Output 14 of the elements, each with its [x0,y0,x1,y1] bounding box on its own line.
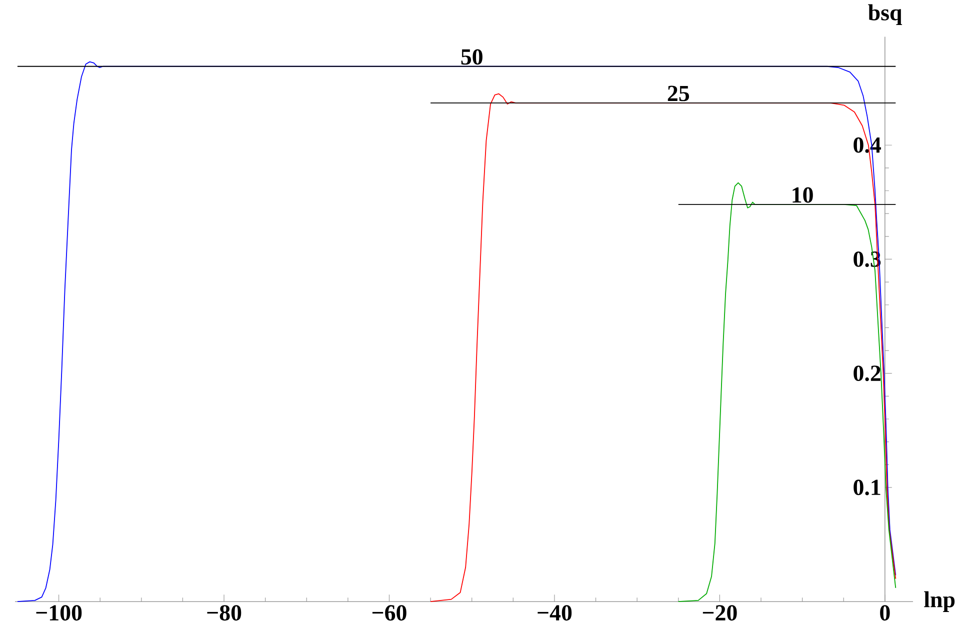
annotation: 50 [461,49,482,65]
x-tick-label: −100 [36,605,82,621]
annotation: 10 [792,187,813,203]
x-tick-label: −20 [702,605,737,621]
x-tick-label: −40 [538,605,572,621]
annotation: 25 [668,86,690,102]
y-axis-title: bsq [868,4,902,26]
y-tick-label: 0.2 [854,366,880,382]
x-tick-label: 0 [880,605,890,621]
y-tick-label: 0.1 [854,480,880,496]
x-tick-label: −60 [372,605,406,621]
line-series [678,182,896,602]
x-axis-title: lnp [924,591,955,612]
x-tick-label: −80 [207,605,242,621]
